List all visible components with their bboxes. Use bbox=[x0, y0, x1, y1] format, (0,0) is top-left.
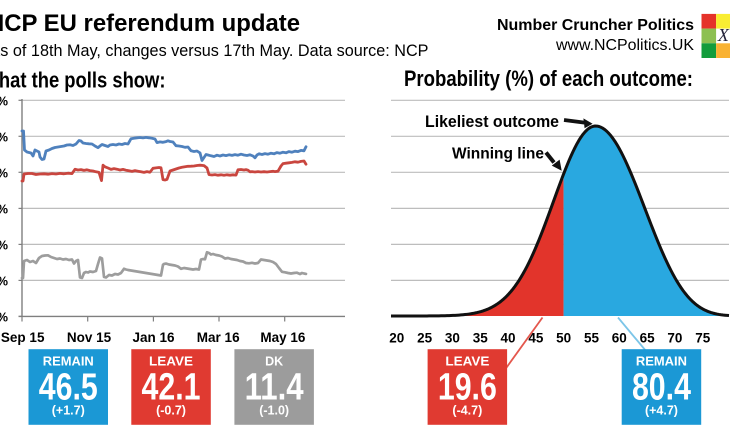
svg-text:%: % bbox=[0, 94, 8, 108]
svg-text:What the polls show:: What the polls show: bbox=[0, 68, 166, 93]
svg-text:LEAVE: LEAVE bbox=[445, 355, 489, 369]
svg-text:60: 60 bbox=[612, 330, 627, 345]
svg-text:Nov 15: Nov 15 bbox=[67, 330, 112, 345]
svg-text:70: 70 bbox=[667, 330, 682, 345]
svg-text:Winning line: Winning line bbox=[452, 146, 544, 163]
svg-text:(-1.0): (-1.0) bbox=[259, 404, 289, 418]
svg-text:Likeliest outcome: Likeliest outcome bbox=[425, 113, 559, 131]
svg-text:%: % bbox=[0, 166, 8, 180]
svg-text:Sep 15: Sep 15 bbox=[1, 330, 45, 345]
svg-text:%: % bbox=[0, 130, 8, 144]
svg-text:%: % bbox=[0, 310, 8, 324]
svg-text:As of 18th May, changes versus: As of 18th May, changes versus 17th May.… bbox=[0, 41, 429, 60]
svg-text:11.4: 11.4 bbox=[245, 366, 304, 408]
svg-text:80.4: 80.4 bbox=[632, 366, 691, 408]
svg-text:REMAIN: REMAIN bbox=[43, 355, 94, 369]
svg-text:LEAVE: LEAVE bbox=[149, 355, 193, 369]
svg-text:REMAIN: REMAIN bbox=[636, 355, 687, 369]
svg-text:%: % bbox=[0, 274, 8, 288]
svg-text:www.NCPolitics.UK: www.NCPolitics.UK bbox=[555, 37, 694, 54]
svg-text:%: % bbox=[0, 202, 8, 216]
svg-text:%: % bbox=[0, 238, 8, 252]
svg-text:Number Cruncher Politics: Number Cruncher Politics bbox=[497, 17, 694, 34]
svg-text:25: 25 bbox=[417, 330, 433, 345]
svg-text:20: 20 bbox=[389, 330, 404, 345]
svg-text:40: 40 bbox=[501, 330, 516, 345]
svg-text:50: 50 bbox=[556, 330, 571, 345]
svg-text:Jan 16: Jan 16 bbox=[132, 330, 175, 345]
svg-text:X: X bbox=[717, 25, 730, 45]
svg-text:45: 45 bbox=[528, 330, 544, 345]
svg-text:75: 75 bbox=[695, 330, 711, 345]
svg-text:19.6: 19.6 bbox=[438, 366, 497, 408]
svg-text:65: 65 bbox=[640, 330, 656, 345]
svg-text:(-4.7): (-4.7) bbox=[452, 404, 482, 418]
svg-text:DK: DK bbox=[265, 355, 283, 369]
svg-text:Probability (%) of each outcom: Probability (%) of each outcome: bbox=[404, 66, 693, 91]
svg-text:NCP EU referendum update: NCP EU referendum update bbox=[0, 10, 300, 37]
svg-text:(+1.7): (+1.7) bbox=[52, 404, 85, 418]
svg-text:35: 35 bbox=[473, 330, 489, 345]
svg-text:(+4.7): (+4.7) bbox=[645, 404, 678, 418]
svg-text:55: 55 bbox=[584, 330, 600, 345]
svg-text:42.1: 42.1 bbox=[142, 366, 201, 408]
svg-text:May 16: May 16 bbox=[260, 330, 306, 345]
svg-text:46.5: 46.5 bbox=[39, 366, 98, 408]
svg-text:Mar 16: Mar 16 bbox=[197, 330, 240, 345]
svg-text:30: 30 bbox=[445, 330, 460, 345]
svg-text:(-0.7): (-0.7) bbox=[156, 404, 186, 418]
